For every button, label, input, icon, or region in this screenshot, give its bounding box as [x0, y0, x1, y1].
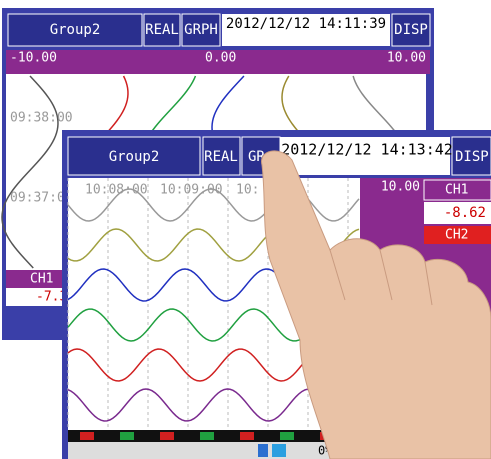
disp-label: DISP [394, 22, 428, 38]
disp-button[interactable] [391, 13, 431, 47]
hand [261, 150, 491, 459]
group-label: Group2 [109, 149, 160, 165]
real-label: REAL [204, 149, 238, 165]
disp-button[interactable] [451, 136, 491, 176]
wave [1, 75, 59, 269]
wave [67, 188, 360, 222]
time-label: 10:09:00 [160, 183, 223, 198]
real-button[interactable] [143, 13, 181, 47]
marker [280, 432, 294, 440]
marker [160, 432, 174, 440]
marker [80, 432, 94, 440]
datetime: 2012/12/12 14:11:39 [226, 16, 386, 32]
icon [272, 444, 286, 457]
channel-value-box [424, 202, 491, 224]
knuckle-lines [329, 249, 433, 306]
real-button[interactable] [202, 136, 241, 176]
group-label: Group2 [50, 22, 101, 38]
channel-value: -8.62 [444, 205, 486, 221]
hand-shape [261, 150, 491, 459]
channel-name: CH1 [30, 272, 53, 287]
time-label: 09:37:00 [10, 191, 73, 206]
disp-label: DISP [455, 149, 489, 165]
grph-button[interactable] [181, 13, 221, 47]
channel-name: CH1 [445, 183, 468, 198]
group-button[interactable] [67, 136, 201, 176]
marker [200, 432, 214, 440]
datetime-box [222, 14, 390, 46]
grph-label: GRPH [184, 22, 218, 38]
channel-value: -7.3 [36, 290, 67, 305]
channel-box [6, 270, 66, 288]
icon [258, 444, 268, 457]
marker [240, 432, 254, 440]
time-label: 10:08:00 [85, 183, 148, 198]
datetime-box [280, 137, 450, 175]
time-label: 10: [236, 183, 259, 198]
channel-box [423, 179, 491, 201]
scale-max: 10.00 [387, 51, 426, 66]
datetime: 2012/12/12 14:13:42 [281, 141, 453, 159]
group-button[interactable] [7, 13, 143, 47]
channel-box [424, 226, 491, 244]
channel-value-box [6, 288, 66, 306]
real-label: REAL [145, 22, 179, 38]
marker [120, 432, 134, 440]
scale-min: -10.00 [10, 51, 57, 66]
scale-max: 10.00 [381, 180, 420, 195]
scale-mid: 0.00 [205, 51, 236, 66]
scale-bar [6, 50, 430, 74]
time-label: 09:38:00 [10, 111, 73, 126]
channel-name: CH2 [445, 228, 468, 243]
